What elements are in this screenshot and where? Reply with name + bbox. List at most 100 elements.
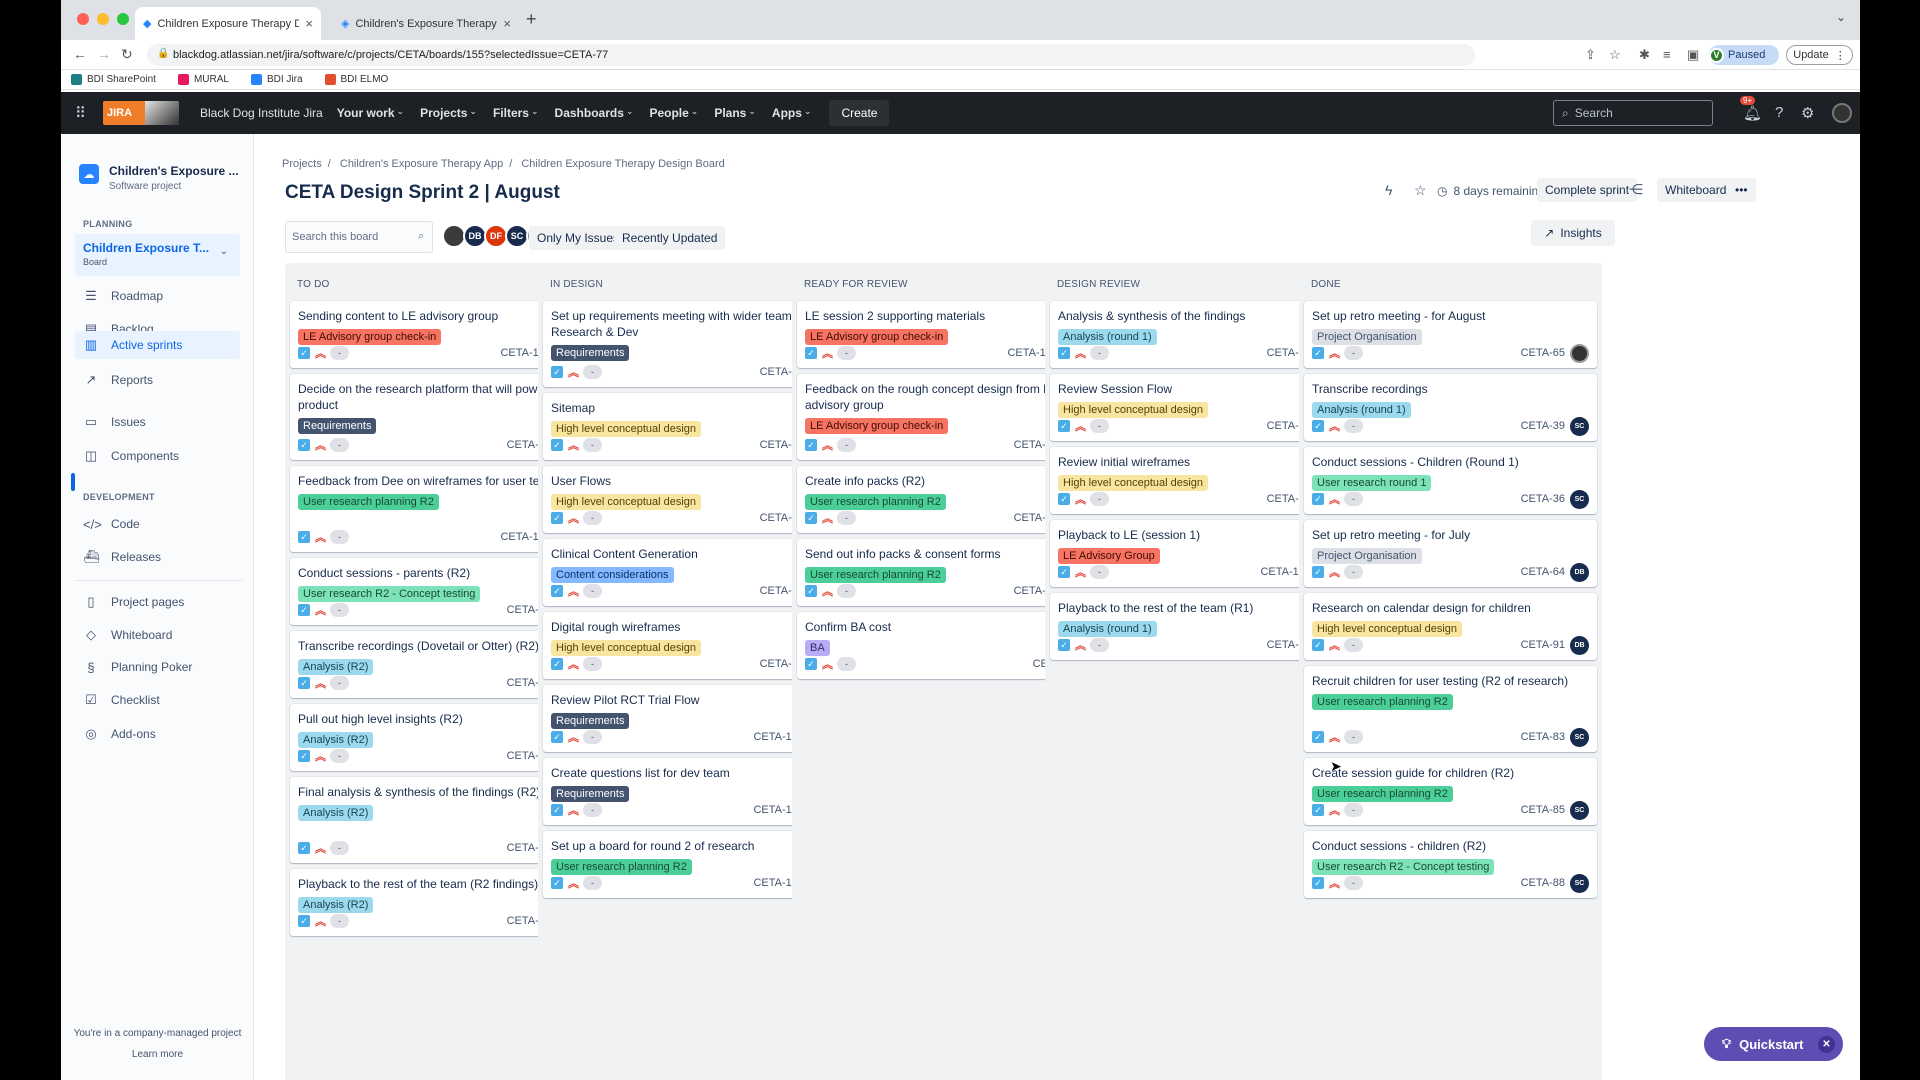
project-header[interactable]: ☁ Children's Exposure ... Software proje… (79, 164, 239, 192)
user-avatar[interactable] (1832, 103, 1852, 123)
sidebar-item-reports[interactable]: ↗ Reports (83, 366, 243, 394)
quickstart-button[interactable]: 💡︎ Quickstart ✕ (1704, 1027, 1843, 1061)
board-selector[interactable]: Children Exposure T... Board ⌄ (75, 234, 240, 276)
issue-card[interactable]: Feedback on the rough concept design fro… (797, 374, 1090, 460)
bookmark-mural[interactable]: MURAL (177, 74, 229, 85)
assignee-avatar[interactable]: SC (1570, 416, 1589, 436)
issue-card[interactable]: Playback to the rest of the team (R1) Ana… (1050, 593, 1343, 660)
issue-key[interactable]: CETA-102 (1260, 566, 1311, 578)
share-icon[interactable]: ⇪ (1585, 47, 1596, 62)
close-tab-icon[interactable]: × (503, 16, 511, 31)
assignee-avatar[interactable]: SC (1570, 873, 1589, 893)
media-icon[interactable]: ≡ (1663, 47, 1671, 62)
sidebar-item-roadmap[interactable]: ☰ Roadmap (83, 282, 243, 310)
issue-card[interactable]: Conduct sessions - parents (R2) User rese… (290, 558, 583, 625)
more-actions-button[interactable]: ••• (1727, 178, 1756, 202)
sidebar-item-project-pages[interactable]: ▯ Project pages (83, 588, 243, 616)
assignee-avatar[interactable]: DB (1570, 562, 1589, 582)
tab-search-chevron-icon[interactable]: ⌄ (1835, 10, 1846, 24)
complete-sprint-button[interactable]: Complete sprint (1537, 178, 1638, 202)
minimize-window-button[interactable] (97, 13, 109, 25)
top-nav-people[interactable]: People (649, 106, 689, 120)
assignee-avatar[interactable]: SC (1570, 489, 1589, 509)
top-nav-filters[interactable]: Filters (492, 106, 529, 120)
top-nav-your-work[interactable]: Your work (336, 106, 395, 120)
new-tab-icon[interactable]: + (526, 9, 537, 29)
close-window-button[interactable] (77, 13, 89, 25)
issue-key[interactable]: CETA-88 (1520, 877, 1565, 889)
issue-card[interactable]: Clinical Content Generation Content consi… (543, 539, 836, 606)
issue-card[interactable]: Transcribe recordings Analysis (round 1) ✓… (1304, 374, 1597, 441)
browser-tab-1[interactable]: ◆ Children Exposure Therapy Design × (135, 7, 321, 40)
create-button[interactable]: Create (829, 100, 890, 126)
issue-card[interactable]: Conduct sessions - Children (Round 1) Use… (1304, 447, 1597, 514)
breadcrumb-project[interactable]: Children's Exposure Therapy App (339, 158, 504, 170)
issue-card[interactable]: Conduct sessions - children (R2) User res… (1304, 831, 1597, 898)
global-search-input[interactable]: ⌕ Search (1553, 100, 1713, 126)
bookmark-star-icon[interactable]: ☆ (1609, 47, 1621, 62)
issue-card[interactable]: Decide on the research platform that wil… (290, 374, 583, 460)
top-nav-plans[interactable]: Plans (714, 106, 747, 120)
sidebar-item-checklist[interactable]: ☑ Checklist (83, 686, 243, 714)
zoom-window-button[interactable] (117, 13, 129, 25)
lightning-icon[interactable]: ϟ (1385, 182, 1393, 198)
settings-gear-icon[interactable]: ⚙ (1801, 105, 1815, 122)
recently-updated-filter[interactable]: Recently Updated (614, 226, 726, 250)
issue-card[interactable]: Pull out high level insights (R2) Analysi… (290, 704, 583, 771)
filter-avatar[interactable]: DF (484, 224, 508, 248)
sidebar-item-add-ons[interactable]: ◎ Add-ons (83, 720, 243, 748)
top-nav-apps[interactable]: Apps (771, 106, 802, 120)
issue-card[interactable]: Create session guide for children (R2) Us… (1304, 758, 1597, 825)
issue-key[interactable]: CETA-106 (753, 877, 804, 889)
help-icon[interactable]: ? (1775, 104, 1784, 121)
site-title[interactable]: Black Dog Institute Jira (200, 106, 323, 120)
issue-card[interactable]: Transcribe recordings (Dovetail or Otter… (290, 631, 583, 698)
learn-more-link[interactable]: Learn more (131, 1049, 184, 1060)
issue-card[interactable]: Playback to the rest of the team (R2 fin… (290, 869, 583, 936)
issue-key[interactable]: CETA-65 (1520, 347, 1565, 359)
jira-logo[interactable]: JIRA (103, 101, 179, 125)
issue-key[interactable]: CETA-36 (1520, 493, 1565, 505)
sidebar-item-releases[interactable]: ⛴ Releases (83, 549, 162, 564)
profile-paused-button[interactable]: V Paused (1709, 45, 1779, 65)
issue-card[interactable]: Set up requirements meeting with wider t… (543, 301, 836, 387)
browser-tab-2[interactable]: ◈ Children's Exposure Therapy × (333, 7, 519, 40)
back-icon[interactable]: ← (73, 46, 87, 62)
update-button[interactable]: Update ⋮ (1786, 45, 1853, 65)
sidebar-item-whiteboard[interactable]: ◇ Whiteboard (83, 621, 243, 649)
assignee-avatar[interactable]: DB (1570, 635, 1589, 655)
bookmark-jira[interactable]: BDI Jira (250, 74, 303, 85)
sidepanel-icon[interactable]: ▣ (1687, 47, 1700, 62)
issue-card[interactable]: Research on calendar design for children… (1304, 593, 1597, 660)
assignee-avatar[interactable]: SC (1570, 800, 1589, 820)
issue-card[interactable]: Sitemap High level conceptual design ✓ ︽ - CE… (543, 393, 836, 460)
issue-key[interactable]: CETA-100 (753, 731, 804, 743)
issue-key[interactable]: CETA-83 (1520, 731, 1565, 743)
issue-key[interactable]: CETA-101 (753, 804, 804, 816)
issue-card[interactable]: Sending content to LE advisory group LE A… (290, 301, 583, 368)
sidebar-item-code[interactable]: </> Code (83, 516, 140, 532)
bookmark-sharepoint[interactable]: BDI SharePoint (71, 74, 156, 85)
issue-card[interactable]: Final analysis & synthesis of the findin… (290, 777, 583, 863)
board-search-input[interactable]: Search this board ⌕ (285, 221, 433, 253)
top-nav-projects[interactable]: Projects (420, 106, 468, 120)
assignee-avatar[interactable] (1570, 343, 1589, 363)
issue-key[interactable]: CETA-39 (1520, 420, 1565, 432)
close-quickstart-icon[interactable]: ✕ (1818, 1036, 1835, 1053)
notifications-bell-icon[interactable]: 🔔︎ (1743, 105, 1763, 122)
insights-button[interactable]: ↗ Insights (1531, 220, 1615, 246)
issue-card[interactable]: Set up retro meeting - for July Project O… (1304, 520, 1597, 587)
issue-card[interactable]: Recruit children for user testing (R2 of… (1304, 666, 1597, 752)
reload-icon[interactable]: ↻ (121, 46, 133, 62)
forward-icon[interactable]: → (97, 46, 111, 62)
assignee-avatar[interactable]: SC (1570, 727, 1589, 747)
url-field[interactable]: 🔒 blackdog.atlassian.net/jira/software/c… (147, 44, 1475, 66)
share-icon[interactable]: ⋲ (1629, 181, 1643, 197)
issue-card[interactable]: Create info packs (R2) User research plan… (797, 466, 1090, 533)
sidebar-item-components[interactable]: ◫ Components (84, 448, 180, 463)
breadcrumb-board[interactable]: Children Exposure Therapy Design Board (521, 158, 725, 170)
issue-key[interactable]: CETA-91 (1520, 639, 1565, 651)
sidebar-item-active-sprints[interactable]: ▥ Active sprints (75, 331, 240, 359)
only-my-issues-filter[interactable]: Only My Issues (529, 226, 628, 250)
app-switcher-icon[interactable]: ⠿ (75, 105, 86, 122)
